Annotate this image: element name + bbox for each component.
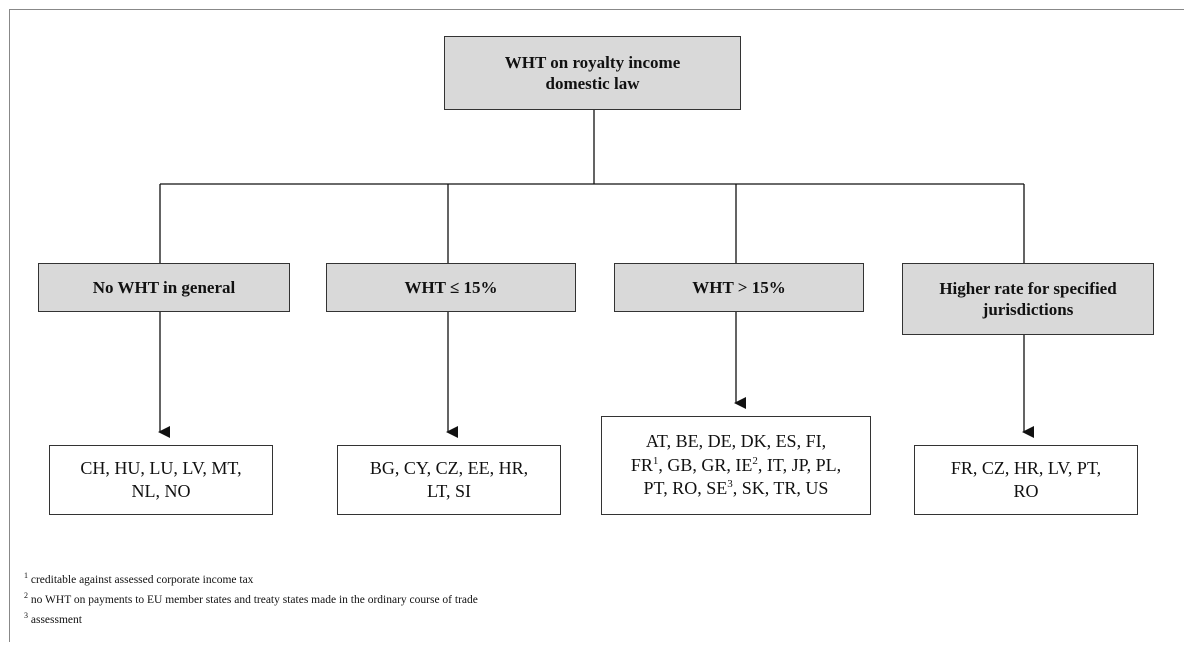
- footnote-3: 3 assessment: [24, 610, 82, 626]
- leaf-wht-le-15-countries: BG, CY, CZ, EE, HR, LT, SI: [337, 445, 561, 515]
- category-no-wht: No WHT in general: [38, 263, 290, 312]
- leaf-higher-rate-countries: FR, CZ, HR, LV, PT, RO: [914, 445, 1138, 515]
- footnotes: 1 creditable against assessed corporate …: [24, 568, 478, 627]
- leaf-no-wht-countries: CH, HU, LU, LV, MT, NL, NO: [49, 445, 273, 515]
- category-wht-gt-15: WHT > 15%: [614, 263, 864, 312]
- leaf-line: PT, RO, SE3, SK, TR, US: [643, 478, 829, 499]
- root-line-1: WHT on royalty income: [504, 52, 681, 72]
- leaf-line: NL, NO: [131, 481, 191, 501]
- leaf-line: LT, SI: [426, 481, 471, 501]
- footnote-2: 2 no WHT on payments to EU member states…: [24, 590, 478, 606]
- category-wht-le-15: WHT ≤ 15%: [326, 263, 576, 312]
- diagram-frame: [9, 9, 1184, 642]
- category-label-line-2: jurisdictions: [982, 300, 1074, 319]
- leaf-line: AT, BE, DE, DK, ES, FI,: [645, 431, 827, 452]
- category-label: No WHT in general: [92, 277, 236, 297]
- leaf-line: RO: [1013, 481, 1039, 501]
- category-label: WHT ≤ 15%: [404, 277, 498, 297]
- leaf-line: BG, CY, CZ, EE, HR,: [369, 457, 529, 478]
- leaf-line: CH, HU, LU, LV, MT,: [80, 457, 242, 478]
- category-label-line-1: Higher rate for specified: [939, 278, 1117, 298]
- root-node: WHT on royalty income domestic law: [444, 36, 741, 110]
- leaf-line: FR, CZ, HR, LV, PT,: [950, 457, 1102, 478]
- footnote-1: 1 creditable against assessed corporate …: [24, 571, 254, 586]
- leaf-line: FR1, GB, GR, IE2, IT, JP, PL,: [630, 454, 842, 475]
- leaf-wht-gt-15-countries: AT, BE, DE, DK, ES, FI, FR1, GB, GR, IE2…: [601, 416, 871, 515]
- category-label: WHT > 15%: [692, 277, 786, 297]
- category-higher-rate: Higher rate for specified jurisdictions: [902, 263, 1154, 335]
- root-line-2: domestic law: [545, 74, 640, 93]
